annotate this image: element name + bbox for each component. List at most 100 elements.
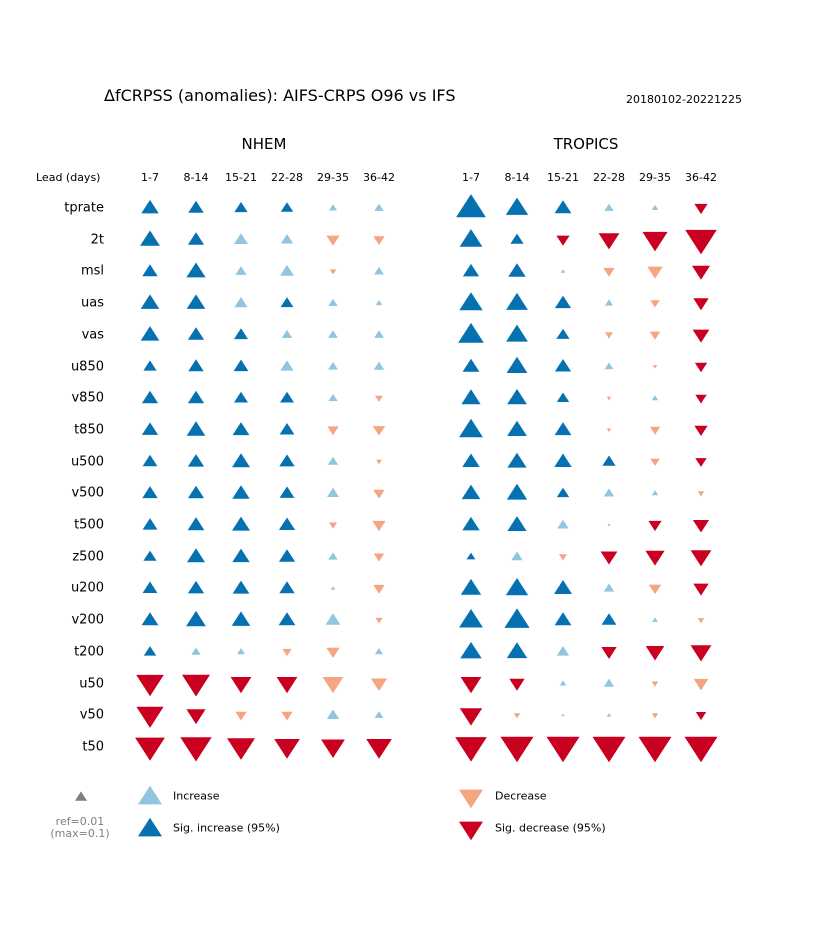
data-triangle-increase <box>506 292 528 310</box>
data-triangle-decrease <box>645 550 665 566</box>
column-label: 36-42 <box>685 171 717 184</box>
data-triangle-decrease <box>693 678 709 691</box>
data-triangle-decrease <box>281 711 293 721</box>
data-triangle-increase <box>187 517 205 531</box>
data-triangle-decrease <box>327 426 339 436</box>
data-triangle-decrease <box>186 709 206 725</box>
data-triangle-increase <box>235 266 247 275</box>
data-triangle-increase <box>187 548 205 563</box>
data-triangle-increase <box>328 393 338 402</box>
variable-label: u500 <box>70 454 104 470</box>
data-triangle-decrease <box>375 395 383 402</box>
data-triangle-increase <box>328 330 338 338</box>
legend-sig-decrease-icon <box>459 821 483 841</box>
data-triangle-increase <box>374 711 384 718</box>
data-triangle-decrease <box>276 677 298 694</box>
column-label: 8-14 <box>504 171 530 184</box>
variable-label: v500 <box>71 485 104 501</box>
data-triangle-decrease <box>695 458 707 467</box>
data-triangle-increase <box>561 713 565 717</box>
data-triangle-increase <box>373 361 385 370</box>
data-triangle-decrease <box>366 739 392 759</box>
data-triangle-increase <box>232 516 250 531</box>
data-triangle-increase <box>142 264 158 277</box>
variable-label: u200 <box>70 580 104 596</box>
data-triangle-increase <box>329 204 337 211</box>
data-triangle-increase <box>462 358 480 372</box>
data-triangle-increase <box>280 360 294 371</box>
data-triangle-decrease <box>692 520 710 533</box>
data-triangle-increase <box>140 294 160 309</box>
data-triangle-decrease <box>695 712 707 721</box>
data-triangle-increase <box>234 233 248 244</box>
data-triangle-increase <box>140 230 160 246</box>
data-triangle-decrease <box>375 617 383 624</box>
data-triangle-decrease <box>645 646 665 661</box>
column-label: 15-21 <box>547 171 579 184</box>
data-triangle-increase <box>325 613 341 625</box>
data-triangle-decrease <box>697 491 705 497</box>
data-triangle-increase <box>508 263 526 277</box>
data-triangle-decrease <box>649 426 661 435</box>
data-triangle-increase <box>187 485 205 499</box>
data-triangle-increase <box>605 299 613 306</box>
data-triangle-increase <box>554 453 572 467</box>
legend-sig-decrease-label: Sig. decrease (95%) <box>495 821 606 835</box>
variable-label: v850 <box>71 390 104 406</box>
data-triangle-increase <box>506 324 528 342</box>
data-triangle-increase <box>462 516 480 531</box>
data-triangle-decrease <box>651 681 659 687</box>
data-triangle-increase <box>143 360 157 371</box>
data-triangle-decrease <box>692 265 710 280</box>
data-triangle-increase <box>557 519 569 529</box>
data-triangle-increase <box>602 455 616 466</box>
data-triangle-increase <box>143 550 157 561</box>
data-triangle-increase <box>651 204 659 210</box>
data-triangle-decrease <box>227 738 255 760</box>
data-triangle-decrease <box>136 674 164 697</box>
data-triangle-increase <box>554 422 572 436</box>
data-triangle-increase <box>279 581 295 594</box>
data-triangle-increase <box>559 680 567 686</box>
data-triangle-increase <box>374 203 384 211</box>
data-triangle-increase <box>506 642 528 659</box>
data-triangle-decrease <box>684 736 718 763</box>
data-triangle-decrease <box>509 678 525 691</box>
data-triangle-decrease <box>650 300 660 308</box>
data-triangle-decrease <box>322 677 344 694</box>
data-triangle-decrease <box>373 236 385 245</box>
data-triangle-decrease <box>600 551 618 565</box>
legend-reference-icon <box>75 791 87 801</box>
data-triangle-decrease <box>695 394 707 404</box>
data-triangle-decrease <box>606 396 612 401</box>
data-triangle-increase <box>604 362 614 370</box>
data-triangle-increase <box>375 300 383 306</box>
legend-sig-increase-label: Sig. increase (95%) <box>173 821 280 835</box>
data-triangle-increase <box>556 328 570 339</box>
data-triangle-increase <box>506 483 528 500</box>
data-triangle-decrease <box>136 706 164 728</box>
column-label: 29-35 <box>639 171 671 184</box>
data-triangle-increase <box>505 578 529 596</box>
data-triangle-increase <box>279 423 295 435</box>
data-triangle-decrease <box>694 362 708 373</box>
data-triangle-decrease <box>648 584 662 595</box>
legend-ref-max: (max=0.1) <box>50 827 110 840</box>
data-triangle-increase <box>232 485 250 499</box>
data-triangle-increase <box>142 518 158 530</box>
data-triangle-increase <box>507 452 527 468</box>
data-triangle-decrease <box>556 235 570 246</box>
data-triangle-increase <box>554 295 572 309</box>
data-triangle-decrease <box>274 739 300 759</box>
data-triangle-increase <box>330 586 336 590</box>
data-triangle-decrease <box>650 458 660 466</box>
data-triangle-decrease <box>690 550 712 567</box>
data-triangle-decrease <box>647 266 663 279</box>
lead-days-label: Lead (days) <box>36 171 101 184</box>
data-triangle-increase <box>560 269 566 273</box>
data-triangle-increase <box>554 580 572 594</box>
data-triangle-increase <box>505 197 529 215</box>
variable-label: u850 <box>70 359 104 374</box>
variable-label: tprate <box>64 200 104 216</box>
